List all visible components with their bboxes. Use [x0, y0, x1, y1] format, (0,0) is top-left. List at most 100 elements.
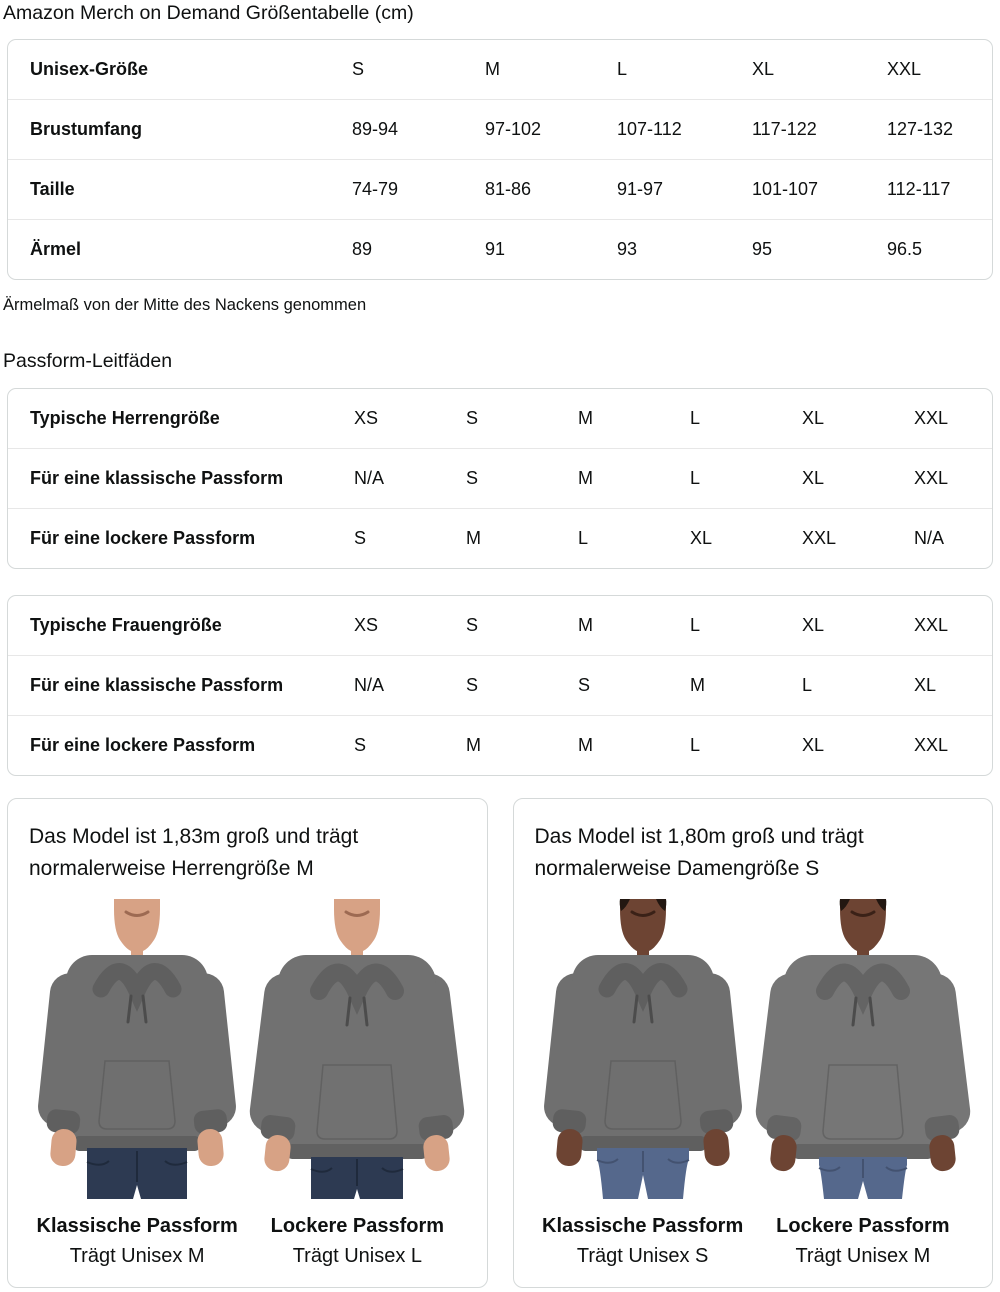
table-cell: S [578, 675, 591, 695]
fit-label: Klassische Passform [36, 1215, 238, 1237]
table-cell: 112-117 [887, 179, 951, 199]
model-head [114, 899, 161, 961]
row-label: Brustumfang [30, 119, 142, 139]
size-label: Trägt Unisex M [69, 1245, 205, 1267]
model-hair [619, 899, 666, 911]
hoodie-collar [310, 963, 405, 1015]
model-hair [839, 899, 887, 911]
table-cell: 95 [752, 239, 773, 259]
size-label: Trägt Unisex S [576, 1245, 709, 1267]
table-row: Brustumfang 89-94 97-102 107-112 117-122… [8, 99, 992, 159]
row-label: Für eine lockere Passform [30, 528, 256, 548]
model-intro-text: Das Model ist 1,83m groß und trägt norma… [29, 825, 359, 880]
table-cell: XL [802, 468, 825, 488]
table-cell: L [690, 735, 701, 755]
table-cell: XL [802, 408, 825, 428]
row-label: Typische Frauengröße [30, 615, 222, 635]
table-row: Für eine klassische Passform N/A S S M L… [8, 655, 992, 715]
row-label: Typische Herrengröße [30, 408, 220, 428]
table-cell: 89-94 [352, 119, 399, 139]
table-row: Für eine lockere Passform S M M L XL XXL [8, 715, 992, 775]
table-cell: S [466, 468, 479, 488]
model-intro-text: Das Model ist 1,80m groß und trägt norma… [534, 825, 864, 880]
model-mouth [124, 910, 150, 917]
hoodie-body [250, 955, 465, 1159]
table-cell: L [617, 59, 628, 79]
model-hands [50, 1129, 224, 1167]
table-cell: XL [802, 735, 825, 755]
row-label: Für eine klassische Passform [30, 468, 284, 488]
table-cell: XS [354, 408, 379, 428]
table-cell: 93 [617, 239, 638, 259]
men-fit-table: Typische Herrengröße XS S M L XL XXL Für… [7, 388, 993, 569]
female-model-card: Das Model ist 1,80m groß und trägt norma… [512, 798, 993, 1288]
model-hands [770, 1135, 956, 1172]
table-cell: S [466, 408, 479, 428]
table-cell: L [690, 615, 701, 635]
jeans-stitching [310, 1159, 404, 1186]
hoodie-body [755, 955, 971, 1159]
fit-guides-heading: Passform-Leitfäden [3, 350, 173, 372]
table-cell: L [690, 408, 701, 428]
model-mouth [344, 910, 370, 917]
model-photo-classic [532, 899, 753, 1199]
sleeve-measure-note: Ärmelmaß von der Mitte des Nackens genom… [3, 296, 367, 314]
table-cell: M [578, 615, 593, 635]
table-cell: M [578, 468, 593, 488]
hoodie-pocket [316, 1064, 399, 1140]
photo-caption: Lockere Passform Trägt Unisex L [271, 1211, 444, 1271]
table-cell: S [354, 528, 367, 548]
women-fit-table: Typische Frauengröße XS S M L XL XXL Für… [7, 595, 993, 776]
table-cell: M [690, 675, 705, 695]
photo-loose-fit: Lockere Passform Trägt Unisex L [247, 899, 468, 1271]
model-head [334, 899, 381, 961]
jeans-stitching [86, 1151, 188, 1182]
row-label: Für eine lockere Passform [30, 735, 256, 755]
model-photo-loose [752, 899, 973, 1199]
table-cell: XL [690, 528, 713, 548]
table-cell: M [578, 408, 593, 428]
table-row: Unisex-Größe S M L XL XXL [8, 40, 992, 99]
row-label: Ärmel [30, 239, 82, 259]
table-cell: 117-122 [752, 119, 817, 139]
table-cell: 91-97 [617, 179, 664, 199]
hoodie-drawstrings [126, 994, 148, 1024]
hoodie-drawstrings [851, 996, 875, 1027]
table-cell: XXL [802, 528, 837, 548]
photo-classic-fit: Klassische Passform Trägt Unisex S [532, 899, 753, 1271]
model-cards: Das Model ist 1,83m groß und trägt norma… [7, 798, 993, 1288]
table-cell: 127-132 [887, 119, 954, 139]
table-cell: XXL [914, 615, 949, 635]
table-cell: L [578, 528, 589, 548]
jeans [596, 1148, 689, 1199]
hoodie-cuffs-hem [261, 1115, 454, 1159]
table-cell: XXL [914, 408, 949, 428]
table-cell: XL [802, 615, 825, 635]
male-model-card: Das Model ist 1,83m groß und trägt norma… [7, 798, 488, 1288]
hoodie-pocket [98, 1060, 176, 1130]
model-mouth [850, 910, 876, 917]
photo-loose-fit: Lockere Passform Trägt Unisex M [752, 899, 973, 1271]
model-mouth [630, 910, 656, 917]
table-cell: 89 [352, 239, 373, 259]
model-photo-classic [27, 899, 248, 1199]
fit-label: Lockere Passform [776, 1215, 950, 1237]
model-head [839, 899, 886, 961]
hoodie-pocket [603, 1060, 682, 1130]
table-row: Typische Herrengröße XS S M L XL XXL [8, 389, 992, 448]
table-cell: S [352, 59, 365, 79]
table-cell: 97-102 [485, 119, 542, 139]
photo-caption: Klassische Passform Trägt Unisex M [37, 1211, 238, 1271]
hoodie-drawstrings [345, 996, 369, 1027]
hoodie-drawstrings [632, 994, 654, 1024]
model-hands [556, 1129, 730, 1167]
size-label: Trägt Unisex L [292, 1245, 423, 1267]
jeans-stitching [596, 1151, 690, 1172]
table-cell: 96.5 [887, 239, 923, 259]
row-label: Unisex-Größe [30, 59, 149, 79]
table-cell: 74-79 [352, 179, 399, 199]
hoodie-pocket [822, 1064, 904, 1140]
page-title: Amazon Merch on Demand Größentabelle (cm… [3, 2, 414, 24]
model-photo-loose [247, 899, 468, 1199]
